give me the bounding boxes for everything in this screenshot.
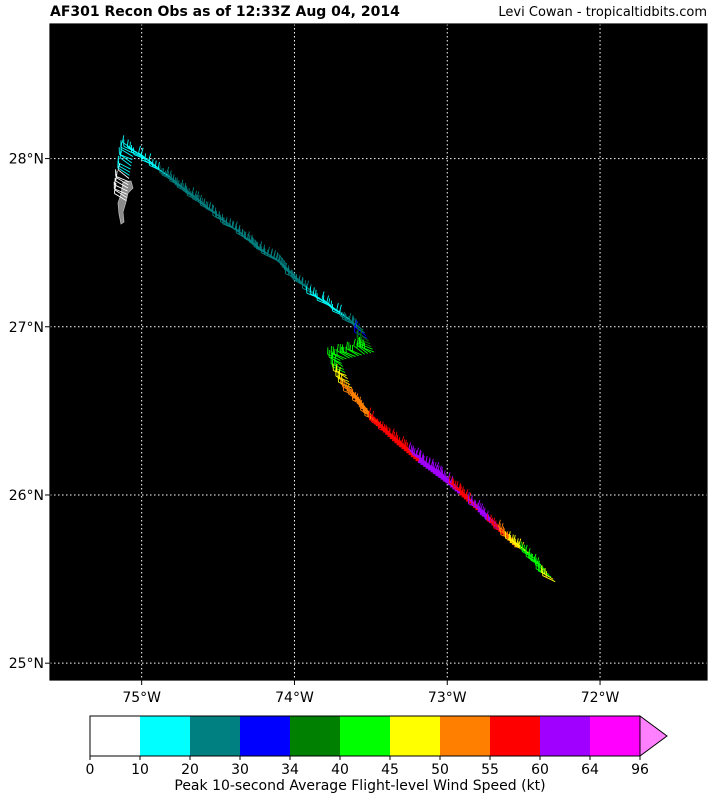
colorbar-extend-arrow — [639, 715, 668, 757]
lon-tick-label: 74°W — [275, 690, 314, 706]
colorbar-cell — [590, 716, 640, 756]
colorbar-tick-label: 0 — [86, 762, 95, 778]
wind-barb — [115, 169, 129, 183]
map-frame — [49, 23, 708, 681]
wind-barb — [113, 181, 128, 195]
colorbar-tick-label: 40 — [331, 762, 349, 778]
lat-tick-label: 26°N — [9, 488, 44, 504]
colorbar-cell — [390, 716, 440, 756]
wind-barb — [336, 343, 350, 359]
wind-barb — [341, 344, 356, 358]
lat-tick-label: 27°N — [9, 320, 44, 336]
wind-barb — [114, 178, 128, 192]
graticule — [50, 24, 707, 680]
lat-tick-label: 28°N — [9, 152, 44, 168]
lon-tick-label: 75°W — [122, 690, 161, 706]
wind-barb — [339, 344, 353, 358]
wind-barb — [358, 338, 372, 354]
wind-barb — [118, 147, 133, 161]
colorbar-cells — [89, 715, 668, 757]
credit-text: Levi Cowan - tropicaltidbits.com — [498, 5, 707, 20]
colorbar-tick-label: 64 — [581, 762, 599, 778]
wind-barb — [332, 303, 346, 317]
wind-barb — [346, 341, 359, 357]
colorbar-tick-label: 96 — [631, 762, 649, 778]
colorbar-cell — [290, 716, 340, 756]
colorbar-cell — [540, 716, 590, 756]
wind-barb — [331, 359, 346, 373]
wind-barb — [144, 153, 158, 168]
wind-barb — [186, 188, 201, 202]
colorbar-tick-label: 45 — [381, 762, 399, 778]
colorbar-cell — [140, 716, 190, 756]
wind-barb — [542, 568, 556, 583]
colorbar-cell — [340, 716, 390, 756]
colorbar-tick-label: 50 — [431, 762, 449, 778]
colorbar-tick-label: 10 — [131, 762, 149, 778]
colorbar-tick-label: 20 — [181, 762, 199, 778]
colorbar-tick-labels: 0 10 20 30 34 40 45 50 55 60 64 96 — [86, 756, 649, 778]
wind-barb — [117, 155, 131, 170]
lon-tick-label: 73°W — [428, 690, 467, 706]
colorbar-tick-label: 34 — [281, 762, 299, 778]
lon-tick-label: 72°W — [581, 690, 620, 706]
wind-barb — [332, 346, 347, 360]
colorbar-outline — [89, 715, 640, 757]
colorbar-cell — [490, 716, 540, 756]
wind-barbs — [113, 135, 556, 583]
colorbar-tick-label: 60 — [531, 762, 549, 778]
colorbar-cell — [440, 716, 490, 756]
colorbar-cell — [240, 716, 290, 756]
colorbar-tick-label: 55 — [481, 762, 499, 778]
wind-barb — [356, 338, 369, 354]
map-title: AF301 Recon Obs as of 12:33Z Aug 04, 201… — [50, 4, 400, 20]
wind-barb — [353, 338, 366, 355]
wind-barb — [122, 135, 135, 151]
colorbar-tick-label: 30 — [231, 762, 249, 778]
lat-tick-label: 25°N — [9, 656, 44, 672]
wind-barb — [348, 342, 362, 356]
colorbar-label: Peak 10-second Average Flight-level Wind… — [174, 778, 546, 794]
axis-ticks: 75°W 74°W 73°W 72°W 28°N 27°N 26°N 25°N — [9, 152, 620, 706]
colorbar-cell — [90, 716, 140, 756]
map-background — [50, 24, 707, 680]
wind-barb — [327, 347, 341, 361]
colorbar-cell — [190, 716, 240, 756]
